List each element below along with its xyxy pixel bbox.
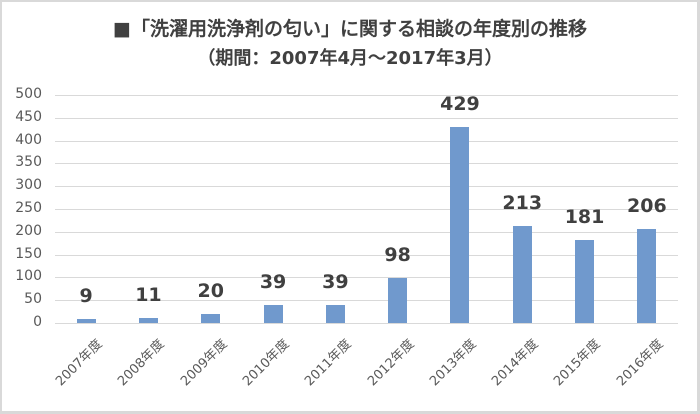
- data-label: 11: [135, 283, 162, 306]
- gridline: [55, 117, 678, 119]
- y-tick-label: 300: [15, 177, 42, 194]
- data-label: 39: [322, 271, 349, 294]
- bar-2010年度: [263, 305, 283, 323]
- y-tick-label: 450: [15, 108, 42, 125]
- bar-2013年度: [450, 127, 470, 323]
- data-label: 206: [627, 195, 667, 218]
- bar-2011年度: [325, 305, 345, 323]
- gridline: [55, 254, 678, 256]
- data-label: 181: [564, 206, 605, 229]
- bar-2008年度: [138, 317, 158, 323]
- chart-title: ■「洗濯用洗浄剤の匂い」に関する相談の年度別の推移: [113, 18, 587, 40]
- bar-2012年度: [388, 278, 408, 323]
- y-tick-label: 50: [24, 291, 42, 308]
- gridline: [55, 140, 678, 142]
- gridline: [55, 300, 678, 302]
- gridline: [55, 95, 678, 96]
- gridline: [55, 277, 678, 279]
- y-tick-label: 250: [15, 200, 42, 216]
- data-label: 20: [197, 279, 224, 302]
- bar-2016年度: [637, 229, 657, 323]
- data-label: 429: [440, 93, 480, 116]
- data-label: 9: [79, 284, 93, 307]
- bar-2015年度: [575, 240, 595, 323]
- gridline: [55, 186, 678, 188]
- data-label: 98: [384, 244, 411, 267]
- chart-subtitle: （期間：2007年4月～2017年3月）: [197, 48, 503, 69]
- y-tick-label: 0: [33, 314, 42, 330]
- y-tick-label: 150: [15, 245, 42, 262]
- data-label: 39: [259, 271, 287, 294]
- y-tick-label: 100: [15, 268, 42, 285]
- y-tick-label: 500: [15, 86, 42, 102]
- gridline: [55, 231, 678, 233]
- gridline: [55, 209, 678, 210]
- y-tick-label: 350: [15, 154, 42, 171]
- y-tick-label: 400: [15, 131, 42, 148]
- y-tick-label: 200: [15, 222, 42, 239]
- bar-2009年度: [201, 313, 221, 323]
- bar-2007年度: [76, 318, 96, 323]
- data-label: 213: [502, 191, 543, 214]
- gridline: [55, 323, 678, 324]
- gridline: [55, 163, 678, 165]
- bar-2014年度: [512, 225, 532, 323]
